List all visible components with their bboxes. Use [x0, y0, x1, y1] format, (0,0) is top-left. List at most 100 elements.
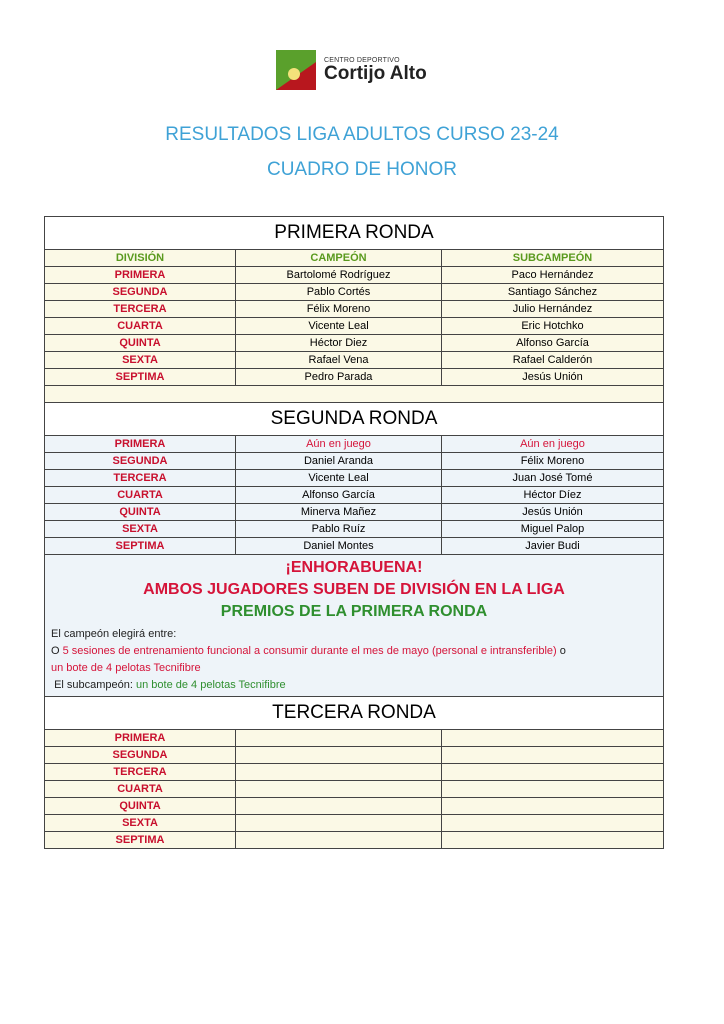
runner-up: Félix Moreno — [441, 452, 664, 470]
logo: CENTRO DEPORTIVO Cortijo Alto — [276, 50, 427, 90]
division: CUARTA — [44, 780, 236, 798]
subtitle: CUADRO DE HONOR — [266, 159, 457, 180]
division: SEXTA — [44, 814, 236, 832]
congrats-heading: ¡ENHORABUENA! — [285, 559, 423, 576]
table-row: SEGUNDA — [44, 746, 664, 764]
champion: Vicente Leal — [235, 469, 442, 487]
table-row: CUARTA — [44, 780, 664, 798]
division: SEXTA — [44, 520, 236, 538]
section-title: TERCERA RONDA — [44, 696, 664, 730]
runner-up: Jesús Unión — [441, 368, 664, 386]
runner-up: Juan José Tomé — [441, 469, 664, 487]
table-row: SEGUNDA Daniel Aranda Félix Moreno — [44, 452, 664, 470]
table-row: TERCERA Vicente Leal Juan José Tomé — [44, 469, 664, 487]
champion: Daniel Aranda — [235, 452, 442, 470]
table-row: SEPTIMA Daniel Montes Javier Budi — [44, 537, 664, 555]
runner-up: Héctor Díez — [441, 486, 664, 504]
champion — [235, 797, 442, 815]
champion: Alfonso García — [235, 486, 442, 504]
runner-up — [441, 797, 664, 815]
table-row: TERCERA — [44, 763, 664, 781]
runner-up — [441, 729, 664, 747]
runner-up-label: El subcampeón: — [54, 679, 136, 691]
champion: Minerva Mañez — [235, 503, 442, 521]
section-title: PRIMERA RONDA — [44, 216, 664, 250]
table-row: QUINTA — [44, 797, 664, 815]
table-row: TERCERA RONDA — [44, 696, 664, 730]
champion: Héctor Diez — [235, 334, 442, 352]
or-2: o — [556, 645, 566, 657]
division: TERCERA — [44, 763, 236, 781]
division: QUINTA — [44, 797, 236, 815]
runner-up — [441, 814, 664, 832]
spacer-row — [44, 385, 664, 403]
table-row: SEXTA Rafael Vena Rafael Calderón — [44, 351, 664, 369]
champion — [235, 729, 442, 747]
champion — [235, 814, 442, 832]
division: SEPTIMA — [44, 537, 236, 555]
table-row: SEPTIMA Pedro Parada Jesús Unión — [44, 368, 664, 386]
logo-name: Cortijo Alto — [324, 63, 427, 84]
table-row — [44, 385, 664, 403]
runner-up: Rafael Calderón — [441, 351, 664, 369]
table-row: SEGUNDA RONDA — [44, 402, 664, 436]
division: PRIMERA — [44, 729, 236, 747]
table-row: PRIMERA RONDA — [44, 216, 664, 250]
champion — [235, 746, 442, 764]
table-row: CUARTA Alfonso García Héctor Díez — [44, 486, 664, 504]
column-header: SUBCAMPEÓN — [441, 249, 664, 267]
table-row: PRIMERA Aún en juego Aún en juego — [44, 435, 664, 453]
champion: Vicente Leal — [235, 317, 442, 335]
champion — [235, 763, 442, 781]
runner-up: Miguel Palop — [441, 520, 664, 538]
section-title: SEGUNDA RONDA — [44, 402, 664, 436]
runner-up-prize: un bote de 4 pelotas Tecnifibre — [136, 679, 286, 691]
or-1: O — [51, 645, 63, 657]
runner-up — [441, 780, 664, 798]
column-header: CAMPEÓN — [235, 249, 442, 267]
table-row: QUINTA Minerva Mañez Jesús Unión — [44, 503, 664, 521]
promotion-note: AMBOS JUGADORES SUBEN DE DIVISIÓN EN LA … — [143, 581, 565, 598]
division: PRIMERA — [44, 435, 236, 453]
runner-up: Alfonso García — [441, 334, 664, 352]
logo-mark-icon — [276, 50, 316, 90]
prize-option-1: 5 sesiones de entrenamiento funcional a … — [62, 645, 557, 657]
champion: Bartolomé Rodríguez — [235, 266, 442, 284]
table-row: SEXTA Pablo Ruíz Miguel Palop — [44, 520, 664, 538]
division: SEXTA — [44, 351, 236, 369]
runner-up: Julio Hernández — [441, 300, 664, 318]
honor-table: PRIMERA RONDA DIVISIÓN CAMPEÓN SUBCAMPEÓN PR… — [44, 216, 664, 849]
division: TERCERA — [44, 300, 236, 318]
runner-up — [441, 746, 664, 764]
division: SEGUNDA — [44, 452, 236, 470]
runner-up: Aún en juego — [441, 435, 664, 453]
division: SEGUNDA — [44, 746, 236, 764]
champion: Pedro Parada — [235, 368, 442, 386]
champion: Rafael Vena — [235, 351, 442, 369]
table-row: QUINTA Héctor Diez Alfonso García — [44, 334, 664, 352]
champion: Pablo Ruíz — [235, 520, 442, 538]
runner-up: Santiago Sánchez — [441, 283, 664, 301]
prizes-heading: PREMIOS DE LA PRIMERA RONDA — [220, 603, 488, 620]
table-row: SEPTIMA — [44, 831, 664, 849]
champion: Aún en juego — [235, 435, 442, 453]
division: QUINTA — [44, 503, 236, 521]
table-row: SEXTA — [44, 814, 664, 832]
table-row: PRIMERA Bartolomé Rodríguez Paco Hernández — [44, 266, 664, 284]
runner-up — [441, 763, 664, 781]
division: QUINTA — [44, 334, 236, 352]
runner-up: Jesús Unión — [441, 503, 664, 521]
division: SEPTIMA — [44, 831, 236, 849]
champion-intro: El campeón elegirá entre: — [51, 628, 177, 640]
congrats-box: ¡ENHORABUENA! AMBOS JUGADORES SUBEN DE DI… — [44, 554, 664, 697]
runner-up: Paco Hernández — [441, 266, 664, 284]
runner-up: Javier Budi — [441, 537, 664, 555]
title: RESULTADOS LIGA ADULTOS CURSO 23-24 — [165, 124, 559, 145]
division: CUARTA — [44, 486, 236, 504]
division: CUARTA — [44, 317, 236, 335]
runner-up — [441, 831, 664, 849]
champion: Pablo Cortés — [235, 283, 442, 301]
table-row: ¡ENHORABUENA! AMBOS JUGADORES SUBEN DE DI… — [44, 554, 664, 697]
table-row: TERCERA Félix Moreno Julio Hernández — [44, 300, 664, 318]
